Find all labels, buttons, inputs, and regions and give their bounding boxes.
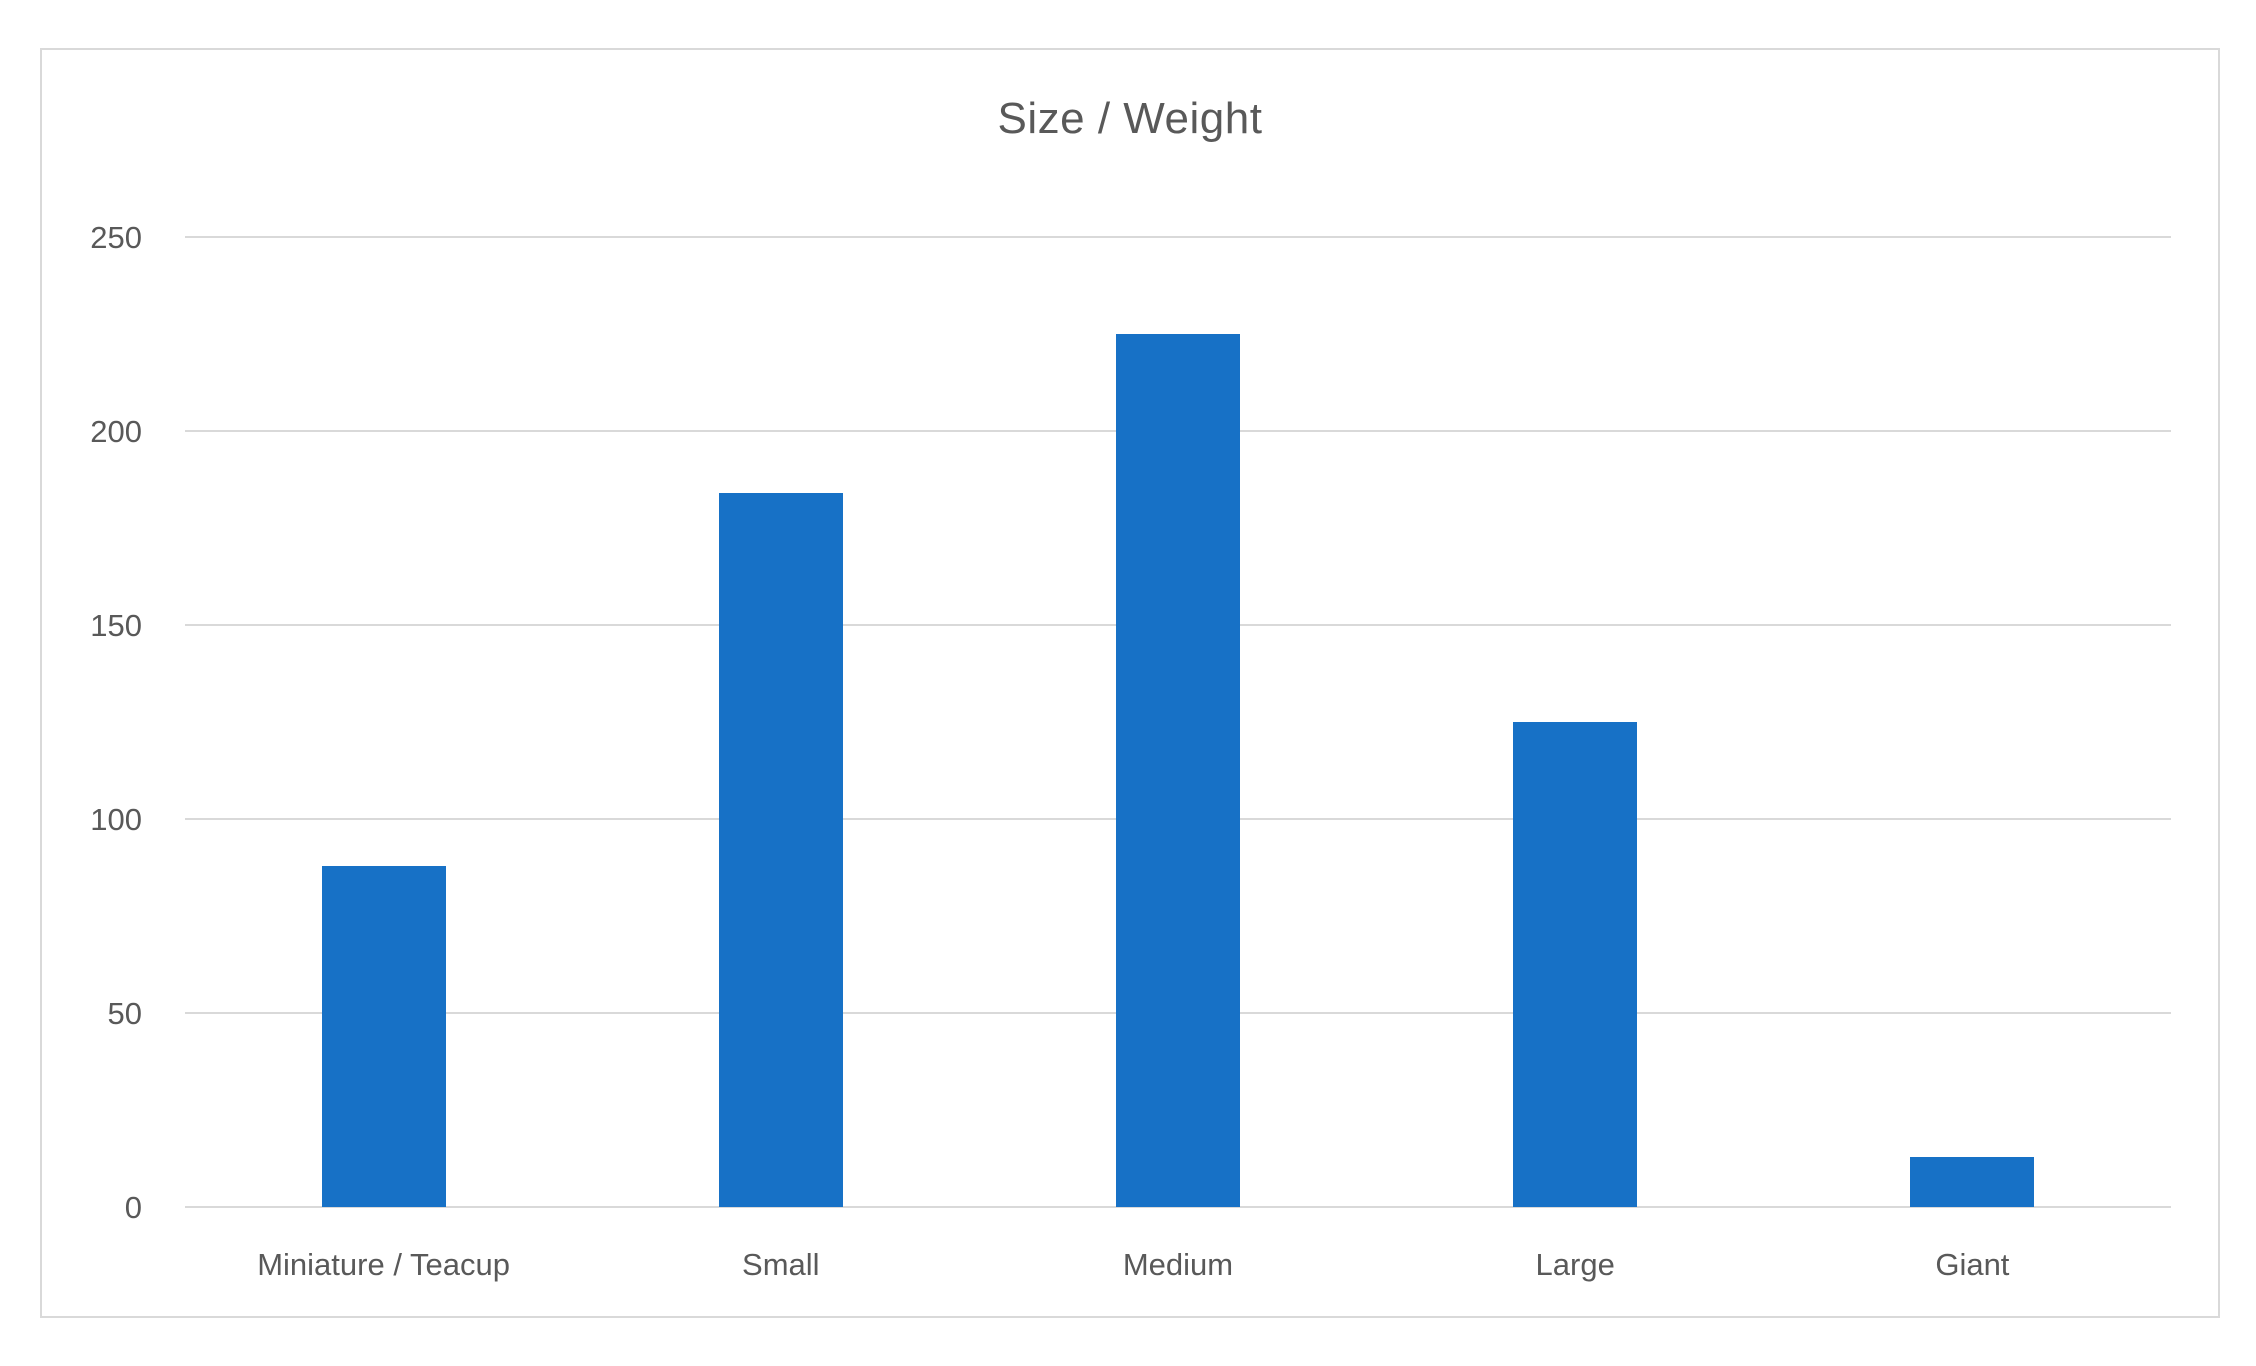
x-category-label-medium: Medium <box>1122 1247 1234 1282</box>
bar-small[interactable] <box>718 493 843 1207</box>
y-tick-label-0: 0 <box>124 1190 142 1225</box>
y-tick-label-250: 250 <box>90 220 142 255</box>
x-category-label-giant: Giant <box>1935 1247 2010 1282</box>
gridline-y-0 <box>185 1206 2171 1208</box>
y-tick-label-200: 200 <box>90 414 142 449</box>
bar-miniature-teacup[interactable] <box>321 865 446 1207</box>
y-tick-label-150: 150 <box>90 608 142 643</box>
x-category-label-large: Large <box>1535 1247 1615 1282</box>
bar-medium[interactable] <box>1116 334 1240 1207</box>
chart-title: Size / Weight <box>997 94 1263 143</box>
y-tick-label-50: 50 <box>107 996 142 1031</box>
x-category-label-small: Small <box>742 1247 820 1282</box>
bar-giant[interactable] <box>1910 1156 2035 1207</box>
plot-area: 0 50 100 150 200 250 Miniature / Teacup Small Me… <box>42 50 2222 1320</box>
bar-large[interactable] <box>1513 722 1638 1207</box>
y-tick-label-100: 100 <box>90 802 142 837</box>
x-category-label-miniature-teacup: Miniature / Teacup <box>257 1247 510 1282</box>
chart-area[interactable]: Size / Weight 0 50 100 150 200 250 Miniature /… <box>40 48 2220 1318</box>
gridline-y-250 <box>185 236 2171 238</box>
